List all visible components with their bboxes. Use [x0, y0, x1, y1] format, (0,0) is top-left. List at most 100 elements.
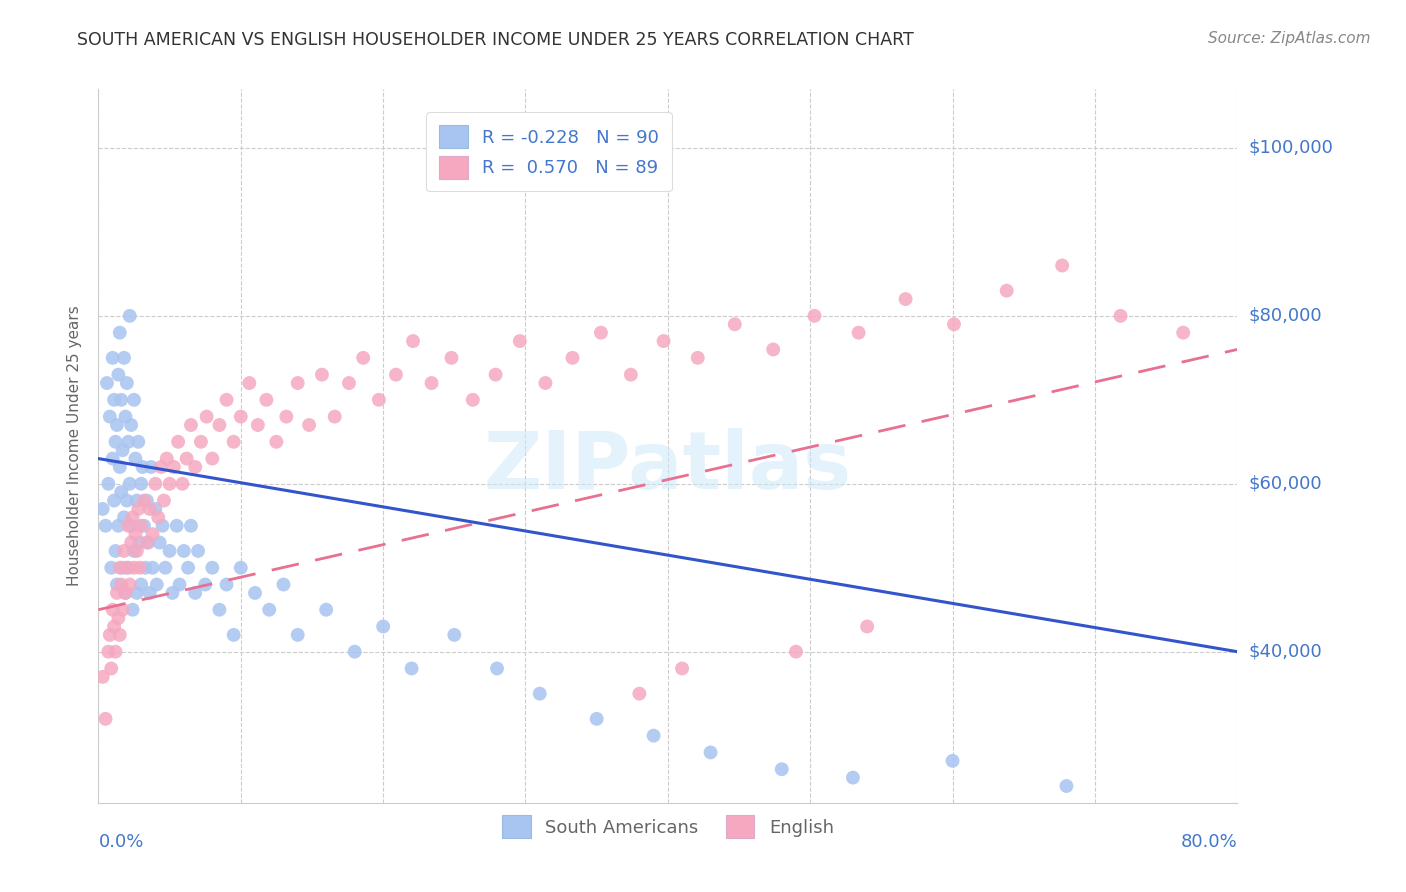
Point [125, 493, 148, 508]
Point [107, 518, 129, 533]
Point [534, 376, 557, 390]
Point [96, 376, 118, 390]
Point [287, 376, 309, 390]
Text: $60,000: $60,000 [1249, 475, 1322, 492]
Point [104, 434, 127, 449]
Point [238, 376, 260, 390]
Point [194, 577, 217, 591]
Point [97, 645, 120, 659]
Point [110, 392, 132, 407]
Point [124, 527, 146, 541]
Point [166, 518, 188, 533]
Text: SOUTH AMERICAN VS ENGLISH HOUSEHOLDER INCOME UNDER 25 YEARS CORRELATION CHART: SOUTH AMERICAN VS ENGLISH HOUSEHOLDER IN… [77, 31, 914, 49]
Point [699, 746, 721, 760]
Point [120, 535, 142, 549]
Point [122, 544, 145, 558]
Point [115, 376, 138, 390]
Point [108, 628, 131, 642]
Point [112, 510, 135, 524]
Text: 80.0%: 80.0% [1181, 833, 1237, 851]
Point [298, 417, 321, 432]
Point [104, 544, 127, 558]
Point [112, 544, 135, 558]
Point [111, 560, 134, 574]
Point [180, 518, 202, 533]
Point [323, 409, 346, 424]
Point [352, 351, 374, 365]
Point [942, 754, 965, 768]
Point [125, 586, 148, 600]
Y-axis label: Householder Income Under 25 years: Householder Income Under 25 years [67, 306, 83, 586]
Text: 0.0%: 0.0% [98, 833, 143, 851]
Point [117, 518, 139, 533]
Point [177, 560, 200, 574]
Point [246, 417, 269, 432]
Point [101, 351, 124, 365]
Point [215, 577, 238, 591]
Point [190, 434, 212, 449]
Point [311, 368, 333, 382]
Point [145, 502, 167, 516]
Point [222, 628, 245, 642]
Point [114, 586, 136, 600]
Point [150, 460, 173, 475]
Point [107, 368, 129, 382]
Point [111, 603, 134, 617]
Point [103, 619, 125, 633]
Point [628, 687, 651, 701]
Point [1050, 259, 1073, 273]
Point [100, 661, 122, 675]
Point [315, 603, 337, 617]
Point [686, 351, 709, 365]
Point [108, 560, 131, 574]
Point [172, 476, 194, 491]
Point [254, 392, 277, 407]
Point [122, 560, 145, 574]
Point [180, 417, 202, 432]
Point [848, 326, 870, 340]
Point [842, 771, 865, 785]
Point [105, 586, 128, 600]
Point [561, 351, 583, 365]
Point [184, 586, 207, 600]
Point [124, 451, 146, 466]
Point [148, 510, 170, 524]
Point [105, 577, 128, 591]
Point [785, 645, 807, 659]
Point [103, 392, 125, 407]
Point [118, 577, 141, 591]
Point [101, 451, 124, 466]
Point [128, 560, 150, 574]
Point [287, 628, 309, 642]
Point [128, 535, 150, 549]
Point [943, 318, 966, 332]
Point [131, 460, 153, 475]
Point [367, 392, 389, 407]
Point [121, 510, 143, 524]
Point [724, 318, 747, 332]
Point [401, 661, 423, 675]
Point [115, 493, 138, 508]
Point [98, 628, 121, 642]
Point [138, 586, 160, 600]
Point [208, 417, 231, 432]
Point [129, 577, 152, 591]
Point [201, 560, 224, 574]
Point [115, 560, 138, 574]
Point [643, 729, 665, 743]
Point [529, 687, 551, 701]
Point [127, 502, 149, 516]
Point [139, 460, 162, 475]
Point [135, 535, 157, 549]
Point [107, 611, 129, 625]
Point [420, 376, 443, 390]
Point [101, 603, 124, 617]
Legend: South Americans, English: South Americans, English [494, 806, 842, 847]
Point [114, 409, 136, 424]
Point [173, 544, 195, 558]
Point [856, 619, 879, 633]
Point [117, 434, 139, 449]
Point [652, 334, 675, 348]
Point [187, 544, 209, 558]
Point [509, 334, 531, 348]
